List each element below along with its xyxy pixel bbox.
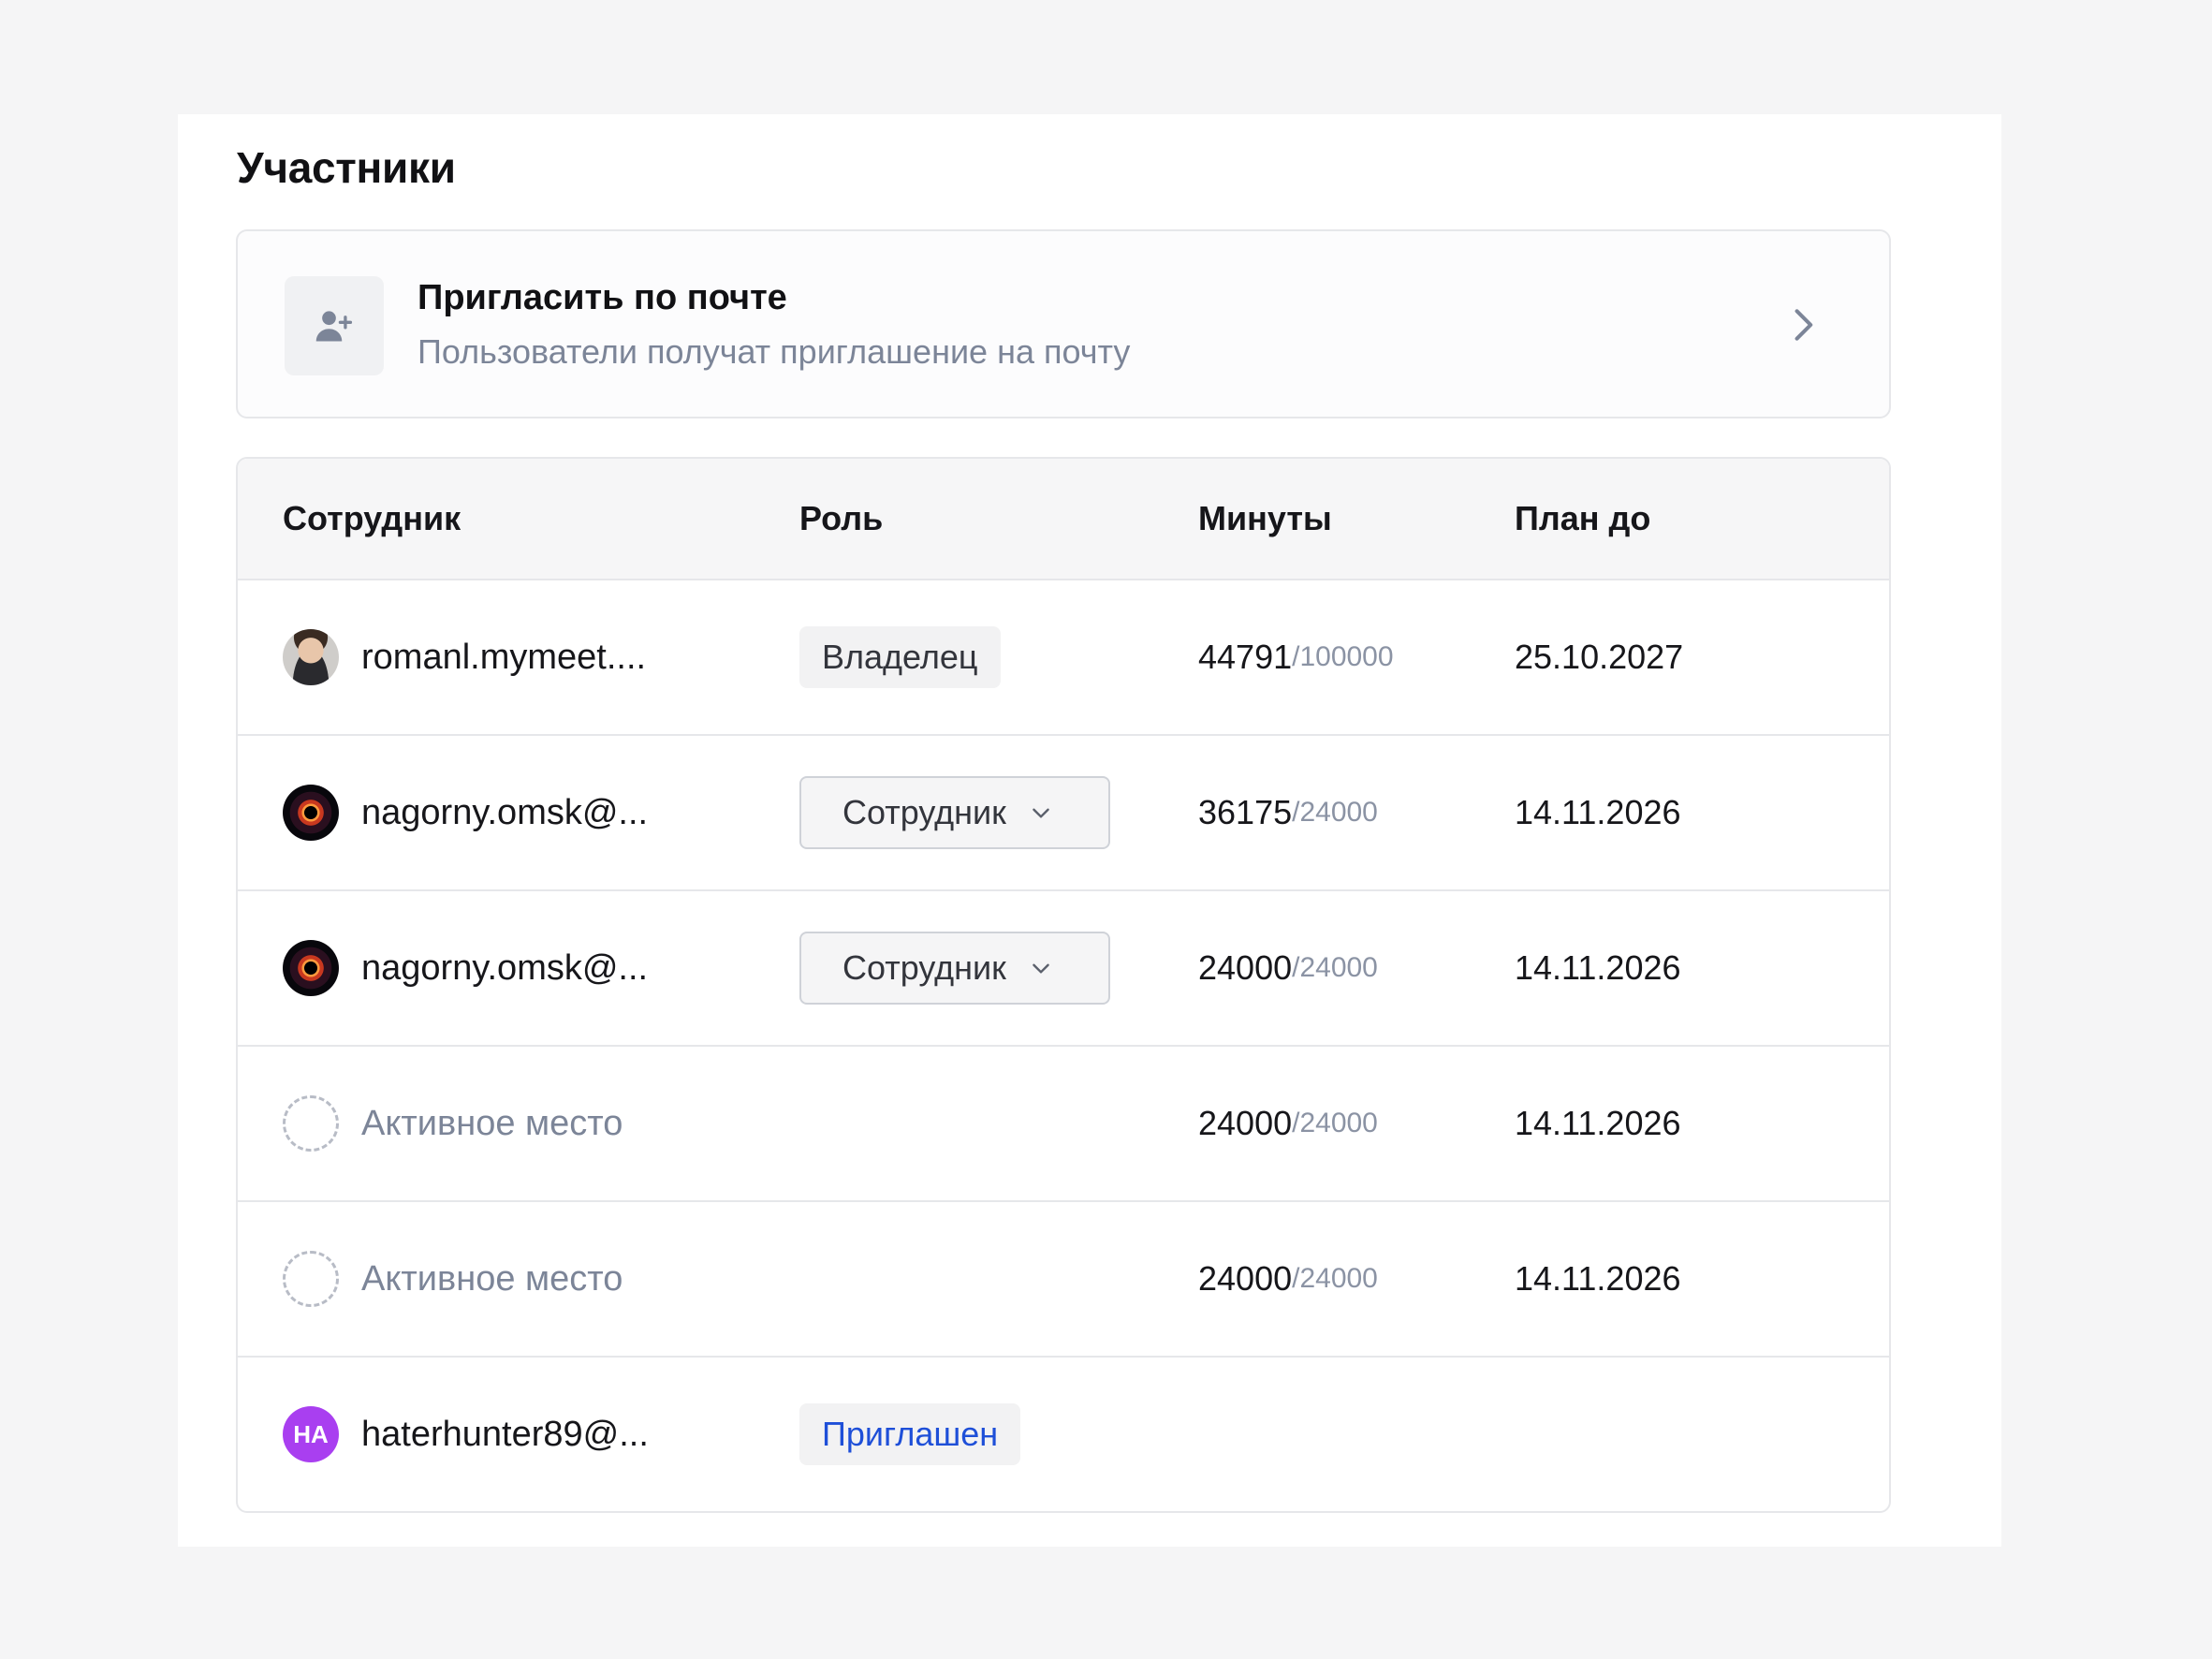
minutes-cell: 44791/100000 xyxy=(1198,580,1394,734)
employee-email: romanl.mymeet.... xyxy=(361,637,647,677)
header-employee: Сотрудник xyxy=(283,499,461,537)
plan-date: 14.11.2026 xyxy=(1515,1259,1681,1298)
plan-date: 14.11.2026 xyxy=(1515,948,1681,987)
employee-cell: Активное место xyxy=(283,1202,623,1356)
employee-email: nagorny.omsk@... xyxy=(361,947,649,988)
members-panel: Участники Пригласить по почте Пользовате… xyxy=(178,114,2001,1547)
employee-cell: nagorny.omsk@... xyxy=(283,736,648,889)
minutes-used: 24000 xyxy=(1198,1259,1293,1298)
chevron-down-icon xyxy=(1033,808,1049,818)
table-row: nagorny.omsk@... Сотрудник 36175/24000 1… xyxy=(238,736,1889,891)
role-cell: Сотрудник xyxy=(799,736,1110,889)
role-select-value: Сотрудник xyxy=(842,948,1006,987)
active-seat-label: Активное место xyxy=(361,1103,623,1143)
minutes-used: 24000 xyxy=(1198,948,1293,987)
employee-cell: romanl.mymeet.... xyxy=(283,580,646,734)
minutes-limit: /24000 xyxy=(1292,797,1378,828)
chevron-right-icon xyxy=(1795,309,1813,341)
minutes-limit: /24000 xyxy=(1292,1263,1378,1294)
user-plus-icon xyxy=(285,276,384,375)
role-select-value: Сотрудник xyxy=(842,793,1006,831)
employee-email: nagorny.omsk@... xyxy=(361,792,649,832)
members-table: Сотрудник Роль Минуты План до romanl.mym… xyxy=(236,457,1891,1513)
minutes-limit: /24000 xyxy=(1292,952,1378,983)
section-title: Участники xyxy=(237,143,456,192)
table-row: Активное место 24000/24000 14.11.2026 xyxy=(238,1202,1889,1358)
table-row: romanl.mymeet.... Владелец 44791/100000 … xyxy=(238,580,1889,736)
avatar xyxy=(283,940,339,996)
plan-date: 25.10.2027 xyxy=(1515,638,1684,676)
table-row: Активное место 24000/24000 14.11.2026 xyxy=(238,1047,1889,1202)
invited-badge: Приглашен xyxy=(799,1403,1021,1465)
chevron-down-icon xyxy=(1033,963,1049,974)
empty-seat-avatar xyxy=(283,1251,339,1307)
minutes-limit: /24000 xyxy=(1292,1108,1378,1138)
employee-cell: Активное место xyxy=(283,1047,623,1200)
header-plan-until: План до xyxy=(1515,499,1651,537)
minutes-used: 24000 xyxy=(1198,1104,1293,1142)
minutes-cell: 24000/24000 xyxy=(1198,1047,1378,1200)
header-minutes: Минуты xyxy=(1198,499,1332,537)
plan-date: 14.11.2026 xyxy=(1515,793,1681,831)
table-header: Сотрудник Роль Минуты План до xyxy=(238,459,1889,580)
employee-cell: nagorny.omsk@... xyxy=(283,891,648,1045)
minutes-cell: 24000/24000 xyxy=(1198,891,1378,1045)
empty-seat-avatar xyxy=(283,1095,339,1152)
active-seat-label: Активное место xyxy=(361,1258,623,1299)
role-select[interactable]: Сотрудник xyxy=(799,776,1110,849)
header-role: Роль xyxy=(799,499,884,537)
table-row: nagorny.omsk@... Сотрудник 24000/24000 1… xyxy=(238,891,1889,1047)
employee-email: haterhunter89@... xyxy=(361,1414,649,1454)
role-badge: Владелец xyxy=(799,626,1001,688)
invite-title: Пригласить по почте xyxy=(417,278,787,317)
minutes-cell: 36175/24000 xyxy=(1198,736,1378,889)
role-cell: Приглашен xyxy=(799,1358,1021,1511)
table-row: HA haterhunter89@... Приглашен xyxy=(238,1358,1889,1511)
avatar xyxy=(283,785,339,841)
minutes-used: 36175 xyxy=(1198,793,1293,831)
role-select[interactable]: Сотрудник xyxy=(799,932,1110,1005)
invite-subtitle: Пользователи получат приглашение на почт… xyxy=(417,332,1131,371)
role-cell: Сотрудник xyxy=(799,891,1110,1045)
minutes-cell: 24000/24000 xyxy=(1198,1202,1378,1356)
invite-by-email-card[interactable]: Пригласить по почте Пользователи получат… xyxy=(236,229,1891,418)
minutes-used: 44791 xyxy=(1198,638,1293,676)
plan-date: 14.11.2026 xyxy=(1515,1104,1681,1142)
avatar: HA xyxy=(283,1406,339,1462)
minutes-limit: /100000 xyxy=(1292,641,1394,672)
avatar xyxy=(283,629,339,685)
role-cell: Владелец xyxy=(799,580,1001,734)
employee-cell: HA haterhunter89@... xyxy=(283,1358,649,1511)
